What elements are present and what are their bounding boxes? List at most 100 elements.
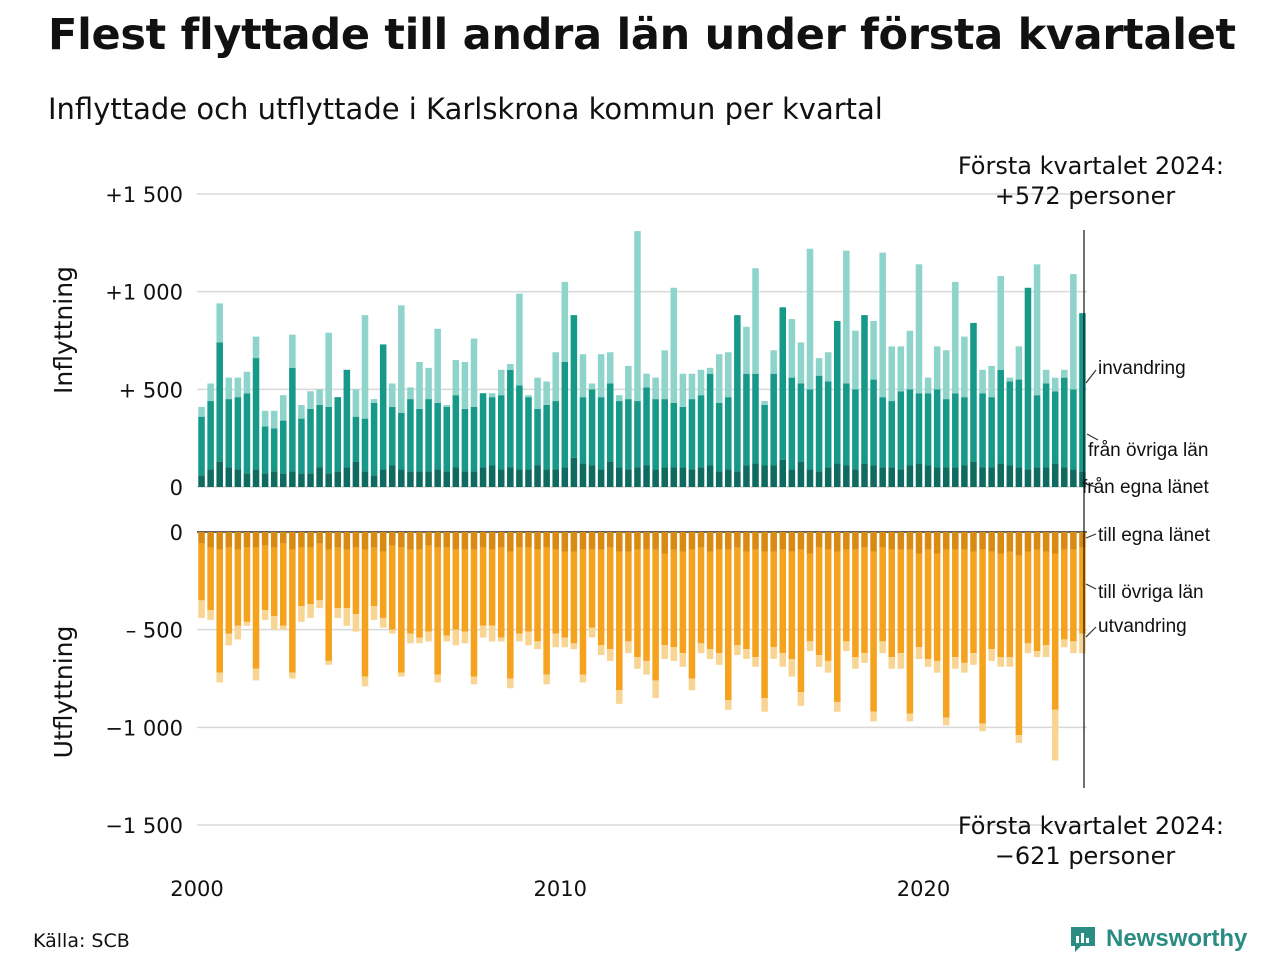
bar-från-övriga-län	[379, 344, 387, 470]
bar-invandring	[461, 361, 469, 409]
bar-från-övriga-län	[561, 361, 569, 468]
bar-invandring	[425, 367, 432, 400]
bar-från-egna-länet	[706, 465, 714, 487]
bar-från-övriga-län	[270, 428, 278, 472]
bar-från-egna-länet	[270, 471, 278, 487]
bar-till-egna-länet	[697, 532, 705, 548]
bar-från-övriga-län	[470, 406, 478, 472]
bar-invandring	[715, 354, 723, 404]
bar-från-egna-länet	[398, 469, 405, 487]
bar-utvandring	[824, 660, 832, 673]
bar-till-övriga-län	[1079, 547, 1086, 634]
bar-utvandring	[752, 657, 759, 667]
bar-från-egna-länet	[897, 469, 905, 487]
brand-name: Newsworthy	[1106, 925, 1248, 952]
bar-till-egna-länet	[1033, 532, 1041, 550]
bar-till-egna-länet	[198, 532, 205, 544]
inflow-axis-label: Inflyttning	[49, 266, 78, 394]
outflow-annotation-line1: Första kvartalet 2024:	[958, 812, 1224, 840]
bar-utvandring	[734, 645, 741, 656]
bar-till-egna-länet	[852, 532, 859, 550]
bar-till-övriga-län	[588, 549, 596, 628]
bar-från-övriga-län	[1006, 381, 1014, 466]
bar-från-övriga-län	[434, 403, 441, 470]
bar-från-egna-länet	[942, 467, 950, 487]
bar-från-övriga-län	[833, 320, 841, 464]
bar-från-egna-länet	[289, 471, 296, 487]
y-tick-labels: 0 + 500 +1 000 +1 500 0 – 500 −1 000 −1 500	[105, 183, 183, 838]
bar-invandring	[452, 360, 460, 396]
bar-invandring	[1042, 369, 1050, 384]
bar-till-övriga-län	[398, 547, 405, 673]
bar-utvandring	[261, 610, 269, 620]
y-tick-label: 0	[170, 521, 183, 545]
bar-till-övriga-län	[779, 549, 787, 654]
bar-från-övriga-län	[1042, 383, 1050, 468]
legend-leader-lines	[1085, 369, 1099, 638]
bar-från-övriga-län	[243, 393, 251, 474]
bar-till-övriga-län	[606, 547, 614, 650]
bar-utvandring	[634, 657, 641, 669]
bar-från-övriga-län	[316, 404, 323, 468]
bar-invandring	[952, 281, 959, 394]
bar-utvandring	[915, 647, 923, 659]
bar-invandring	[697, 369, 705, 396]
bar-från-egna-länet	[843, 465, 850, 487]
bar-från-egna-länet	[497, 469, 505, 487]
bar-till-egna-länet	[870, 532, 877, 552]
bar-från-egna-länet	[634, 467, 641, 487]
bar-till-övriga-län	[488, 549, 496, 626]
bar-utvandring	[543, 674, 550, 685]
bar-till-egna-länet	[243, 532, 251, 548]
bar-till-egna-länet	[280, 532, 287, 544]
bar-till-övriga-län	[243, 547, 251, 622]
bar-till-övriga-län	[833, 551, 841, 702]
bar-från-egna-länet	[570, 457, 578, 487]
bar-till-övriga-län	[334, 547, 342, 609]
bar-utvandring	[942, 717, 950, 726]
bar-utvandring	[379, 617, 387, 628]
bar-utvandring	[652, 680, 659, 699]
bar-från-övriga-län	[706, 373, 714, 466]
bar-till-egna-länet	[725, 532, 732, 550]
bar-från-övriga-län	[343, 369, 351, 468]
bar-från-övriga-län	[507, 369, 514, 468]
bar-till-egna-länet	[434, 532, 441, 548]
bar-till-övriga-län	[434, 547, 441, 675]
bar-från-övriga-län	[234, 397, 242, 470]
bar-från-övriga-län	[997, 369, 1004, 464]
bar-från-övriga-län	[1033, 395, 1041, 468]
bar-från-egna-länet	[833, 463, 841, 487]
bar-utvandring	[1015, 735, 1023, 743]
bar-utvandring	[697, 643, 705, 654]
bar-till-egna-länet	[915, 532, 923, 554]
inflow-annotation-line1: Första kvartalet 2024:	[958, 152, 1224, 180]
bar-från-egna-länet	[933, 467, 941, 487]
bar-från-egna-länet	[298, 473, 305, 487]
bar-till-egna-länet	[797, 532, 805, 550]
bar-utvandring	[833, 701, 841, 712]
bar-invandring	[725, 352, 732, 398]
bar-till-övriga-län	[597, 549, 605, 646]
bar-till-övriga-län	[298, 547, 305, 607]
bar-från-övriga-län	[398, 412, 405, 470]
bar-till-egna-länet	[879, 532, 886, 548]
bar-från-övriga-län	[643, 387, 650, 466]
bar-från-övriga-län	[1061, 377, 1068, 468]
bar-från-egna-länet	[852, 469, 859, 487]
bar-från-egna-länet	[516, 469, 523, 487]
bar-från-egna-länet	[1033, 467, 1041, 487]
bar-invandring	[788, 319, 796, 378]
bar-från-egna-länet	[207, 469, 214, 487]
bar-till-egna-länet	[1024, 532, 1032, 552]
bar-till-egna-länet	[516, 532, 523, 548]
bar-utvandring	[679, 653, 687, 667]
bar-från-egna-länet	[952, 467, 959, 487]
bar-utvandring	[289, 672, 296, 679]
bar-till-egna-länet	[579, 532, 587, 550]
bar-från-egna-länet	[525, 469, 532, 487]
bar-till-egna-länet	[1061, 532, 1068, 550]
bar-från-övriga-län	[779, 307, 787, 460]
bar-till-övriga-län	[806, 553, 814, 642]
bar-utvandring	[398, 672, 405, 677]
